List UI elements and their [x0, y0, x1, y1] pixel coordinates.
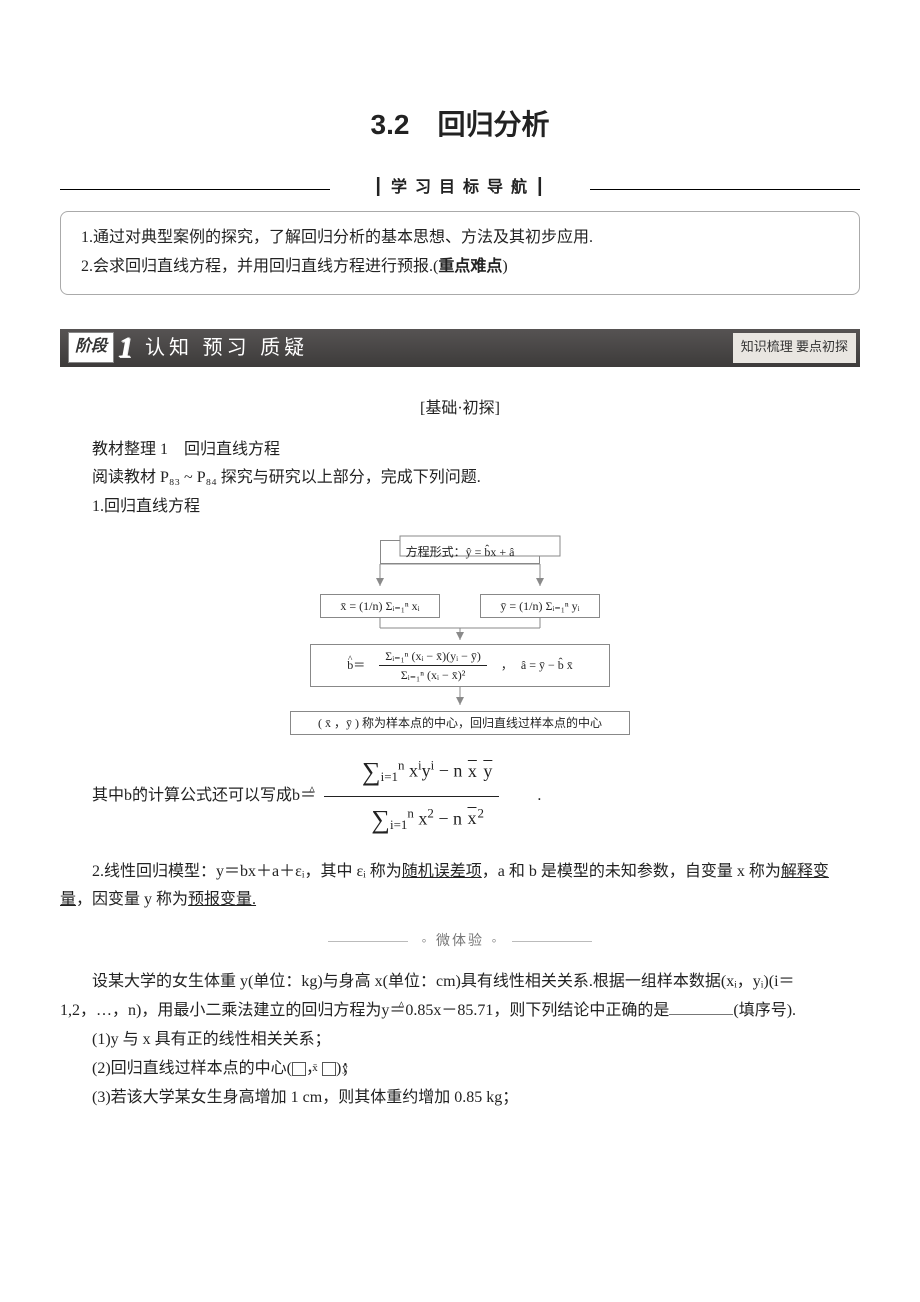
- q-b: ＝0.85x－85.71，则下列结论中正确的是: [389, 1002, 669, 1019]
- q-yhat: y: [381, 1002, 389, 1019]
- reading-instruction: 阅读教材 P₈₃ ~ P₈₄ 探究与研究以上部分，完成下列问题.: [60, 464, 860, 493]
- formula-numerator: ∑i=1n xiyi − n x y: [324, 749, 499, 797]
- p2-c: ，因变量 y 称为: [76, 891, 188, 908]
- goal-2-post: ): [502, 258, 507, 275]
- material-heading: 教材整理 1 回归直线方程: [60, 436, 860, 465]
- phase-number: 1: [118, 321, 133, 375]
- ybar-box-icon: ȳ: [322, 1062, 336, 1076]
- goal-2-emph: 重点难点: [438, 258, 502, 275]
- micro-label: 微体验: [436, 934, 484, 949]
- diagram-box-bhat-ahat: b＝ Σᵢ₌₁ⁿ (xᵢ − x̄)(yᵢ − ȳ) Σᵢ₌₁ⁿ (xᵢ − x…: [310, 644, 610, 687]
- diagram-box-xbar: x̄ = (1/n) Σᵢ₌₁ⁿ xᵢ: [320, 594, 440, 618]
- nav-right-bar: ┃: [535, 179, 547, 196]
- p2-u3: 预报变量.: [188, 891, 256, 908]
- phase-tag: 阶段: [68, 332, 114, 363]
- goal-nav-bar: ┃ 学 习 目 标 导 航 ┃: [60, 174, 860, 203]
- bhat-num: Σᵢ₌₁ⁿ (xᵢ − x̄)(yᵢ − ȳ): [379, 647, 487, 666]
- bhat-den: Σᵢ₌₁ⁿ (xᵢ − x̄)²: [379, 666, 487, 684]
- goal-2: 2.会求回归直线方程，并用回归直线方程进行预报.(重点难点): [81, 253, 839, 282]
- goal-nav-label: 学 习 目 标 导 航: [391, 179, 529, 196]
- option-1: (1)y 与 x 具有正的线性相关关系；: [60, 1026, 860, 1055]
- q-c: (填序号).: [733, 1002, 796, 1019]
- regression-diagram: 方程形式：ŷ = b̂x + â x̄ = (1/n) Σᵢ₌₁ⁿ xᵢ ȳ =…: [250, 534, 670, 735]
- formula-lead: 其中b的计算公式还可以写成b＝: [60, 782, 316, 811]
- diagram-arrows-1: [250, 564, 670, 592]
- diagram-ahat: â = ȳ − b̂ x̄: [521, 656, 573, 674]
- phase-title: 认知 预习 质疑: [145, 330, 308, 366]
- opt2-a: (2)回归直线过样本点的中心(: [92, 1060, 292, 1077]
- learning-goals-box: 1.通过对典型案例的探究，了解回归分析的基本思想、方法及其初步应用. 2.会求回…: [60, 211, 860, 295]
- fill-blank[interactable]: [669, 999, 733, 1015]
- section-title: 3.2 回归分析: [60, 100, 860, 150]
- option-3: (3)若该大学某女生身高增加 1 cm，则其体重约增加 0.85 kg；: [60, 1084, 860, 1113]
- micro-experience-sep: ◦ 微体验 ◦: [60, 929, 860, 954]
- ahat-sep: ，: [501, 656, 513, 674]
- diagram-box-center: ( x̄ ，ȳ ) 称为样本点的中心，回归直线过样本点的中心: [290, 711, 630, 735]
- basics-subhead: [基础·初探]: [60, 395, 860, 424]
- question-stem: 设某大学的女生体重 y(单位：kg)与身高 x(单位：cm)具有线性相关关系.根…: [60, 968, 860, 1026]
- bhat-alt-formula: 其中b的计算公式还可以写成b＝ ∑i=1n xiyi − n x y ∑i=1n…: [60, 749, 860, 844]
- formula-tail: .: [505, 782, 541, 811]
- p2-u1: 随机误差项: [402, 863, 482, 880]
- sub-heading-1: 1.回归直线方程: [60, 493, 860, 522]
- bhat-lhs: b＝: [347, 656, 365, 674]
- linear-model-para: 2.线性回归模型：y＝bx＋a＋εᵢ，其中 εᵢ 称为随机误差项，a 和 b 是…: [60, 858, 860, 916]
- phase-banner: 阶段 1 认知 预习 质疑 知识梳理 要点初探: [60, 329, 860, 367]
- opt2-c: )；: [336, 1060, 357, 1077]
- nav-left-bar: ┃: [373, 179, 385, 196]
- p2-b: ，a 和 b 是模型的未知参数，自变量 x 称为: [482, 863, 781, 880]
- xbar-box-icon: x̄: [292, 1062, 306, 1076]
- goal-1: 1.通过对典型案例的探究，了解回归分析的基本思想、方法及其初步应用.: [81, 224, 839, 253]
- p2-a: 2.线性回归模型：y＝bx＋a＋εᵢ，其中 εᵢ 称为: [92, 863, 402, 880]
- diagram-box-ybar: ȳ = (1/n) Σᵢ₌₁ⁿ yᵢ: [480, 594, 600, 618]
- option-2: (2)回归直线过样本点的中心(x̄，ȳ)；: [60, 1055, 860, 1084]
- goal-2-pre: 2.会求回归直线方程，并用回归直线方程进行预报.(: [81, 258, 438, 275]
- bhat-frac: Σᵢ₌₁ⁿ (xᵢ − x̄)(yᵢ − ȳ) Σᵢ₌₁ⁿ (xᵢ − x̄)²: [373, 647, 493, 684]
- formula-denominator: ∑i=1n x2 − n x2: [324, 797, 499, 844]
- diagram-arrows-3: [250, 687, 670, 709]
- sep-dot-right: ◦: [492, 934, 499, 949]
- diagram-arrows-2: [250, 618, 670, 642]
- phase-subtitle: 知识梳理 要点初探: [733, 333, 856, 363]
- sep-dot-left: ◦: [422, 934, 429, 949]
